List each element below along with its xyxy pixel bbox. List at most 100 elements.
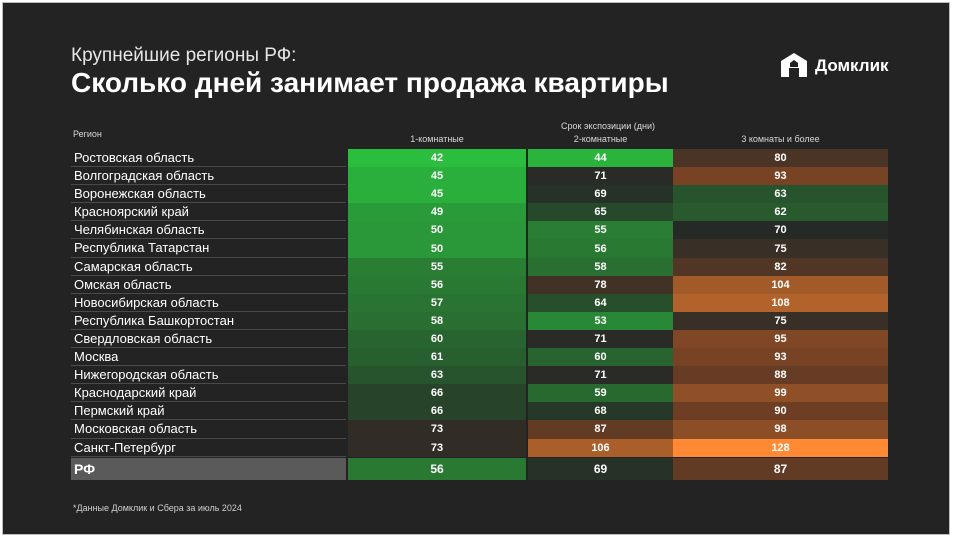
heatmap-cell: 63	[673, 185, 888, 204]
region-label: Московская область	[71, 420, 346, 439]
house-logo-icon	[781, 53, 807, 77]
heatmap-cell: 106	[528, 438, 673, 457]
table-row: Омская область 56 78 104	[71, 275, 888, 294]
table-row: Новосибирская область 57 64 108	[71, 293, 888, 312]
region-label: Волгоградская область	[71, 167, 346, 186]
heatmap-cell: 108	[673, 293, 888, 312]
heatmap-cell: 65	[528, 203, 673, 222]
column-header-3room: 3 комнаты и более	[741, 134, 820, 144]
heatmap-cell: 55	[528, 221, 673, 240]
heatmap-cell: 50	[348, 221, 526, 240]
heatmap-cell: 98	[673, 420, 888, 439]
table-row: Москва 61 60 93	[71, 348, 888, 367]
heatmap-cell: 61	[348, 348, 526, 367]
region-label: Москва	[71, 348, 346, 367]
heatmap-cell: 82	[673, 257, 888, 276]
heatmap-cell: 70	[673, 221, 888, 240]
footnote: *Данные Домклик и Сбера за июль 2024	[73, 503, 242, 513]
table-row: Самарская область 55 58 82	[71, 257, 888, 276]
heatmap-cell: 58	[348, 311, 526, 330]
heatmap-cell: 63	[348, 366, 526, 385]
heatmap-cell: 80	[673, 149, 888, 168]
column-header-2room: 2-комнатные	[573, 134, 628, 144]
table-row: Нижегородская область 63 71 88	[71, 366, 888, 385]
heatmap-cell: 66	[348, 402, 526, 421]
brand-name: Домклик	[815, 56, 889, 75]
heatmap-cell: 69	[528, 185, 673, 204]
region-label: Республика Татарстан	[71, 239, 346, 258]
heatmap-cell: 42	[348, 149, 526, 168]
region-label: Красноярский край	[71, 203, 346, 222]
table-row: Пермский край 66 68 90	[71, 402, 888, 421]
heatmap-cell: 88	[673, 366, 888, 385]
heatmap-cell: 45	[348, 185, 526, 204]
column-header-1room: 1-комнатные	[410, 134, 464, 144]
heatmap-cell: 60	[528, 348, 673, 367]
table-row: Республика Башкортостан 58 53 75	[71, 311, 888, 330]
heatmap-cell: 68	[528, 402, 673, 421]
heatmap-cell: 59	[528, 384, 673, 403]
table-row: Красноярский край 49 65 62	[71, 203, 888, 222]
region-label: РФ	[71, 457, 346, 480]
region-label: Нижегородская область	[71, 366, 346, 385]
heatmap-cell: 93	[673, 348, 888, 367]
heatmap-cell: 75	[673, 239, 888, 258]
heatmap-cell: 71	[528, 366, 673, 385]
heatmap-cell: 62	[673, 203, 888, 222]
heatmap-cell: 56	[348, 275, 526, 294]
heatmap-cell: 90	[673, 402, 888, 421]
heatmap-cell: 87	[528, 420, 673, 439]
heatmap-cell: 93	[673, 167, 888, 186]
region-label: Самарская область	[71, 258, 346, 276]
heatmap-cell: 57	[348, 293, 526, 312]
heatmap-cell: 64	[528, 293, 673, 312]
group-column-header: Срок экспозиции (дни)	[561, 121, 655, 131]
region-label: Краснодарский край	[71, 384, 346, 403]
region-column-header: Регион	[73, 129, 102, 139]
region-label: Республика Башкортостан	[71, 312, 346, 330]
heatmap-cell: 58	[528, 257, 673, 276]
table-row-total: РФ 56 69 87	[71, 457, 888, 480]
region-label: Ростовская область	[71, 149, 346, 168]
table-row: Республика Татарстан 50 56 75	[71, 239, 888, 258]
heatmap-cell: 55	[348, 257, 526, 276]
heatmap-cell: 49	[348, 203, 526, 222]
table-row: Свердловская область 60 71 95	[71, 329, 888, 349]
region-label: Челябинская область	[71, 221, 346, 240]
table-row: Волгоградская область 45 71 93	[71, 167, 888, 186]
region-label: Пермский край	[71, 402, 346, 421]
heatmap-cell: 128	[673, 438, 888, 457]
region-label: Санкт-Петербург	[71, 439, 346, 457]
heatmap-cell: 71	[528, 167, 673, 186]
page-title: Сколько дней занимает продажа квартиры	[71, 67, 669, 98]
heatmap-cell: 56	[348, 457, 526, 480]
heatmap-cell: 44	[528, 149, 673, 168]
heatmap-table: Ростовская область 42 44 80 Волгоградская об…	[71, 149, 888, 480]
region-label: Новосибирская область	[71, 294, 346, 312]
table-row: Санкт-Петербург 73 106 128	[71, 438, 888, 457]
heatmap-cell: 99	[673, 384, 888, 403]
heatmap-cell: 104	[673, 275, 888, 294]
heatmap-cell: 95	[673, 329, 888, 349]
table-row: Челябинская область 50 55 70	[71, 221, 888, 240]
brand-logo: Домклик	[779, 51, 889, 81]
heatmap-cell: 73	[348, 420, 526, 439]
region-label: Воронежская область	[71, 185, 346, 204]
table-row: Ростовская область 42 44 80	[71, 149, 888, 168]
heatmap-cell: 78	[528, 275, 673, 294]
heatmap-cell: 71	[528, 329, 673, 349]
subtitle: Крупнейшие регионы РФ:	[71, 45, 297, 66]
table-row: Воронежская область 45 69 63	[71, 185, 888, 204]
table-row: Московская область 73 87 98	[71, 420, 888, 439]
heatmap-cell: 73	[348, 438, 526, 457]
heatmap-cell: 75	[673, 311, 888, 330]
heatmap-cell: 45	[348, 167, 526, 186]
heatmap-cell: 69	[528, 457, 673, 480]
region-label: Омская область	[71, 276, 346, 294]
table-row: Краснодарский край 66 59 99	[71, 384, 888, 403]
heatmap-cell: 60	[348, 329, 526, 349]
heatmap-cell: 50	[348, 239, 526, 258]
region-label: Свердловская область	[71, 330, 346, 349]
heatmap-cell: 53	[528, 311, 673, 330]
